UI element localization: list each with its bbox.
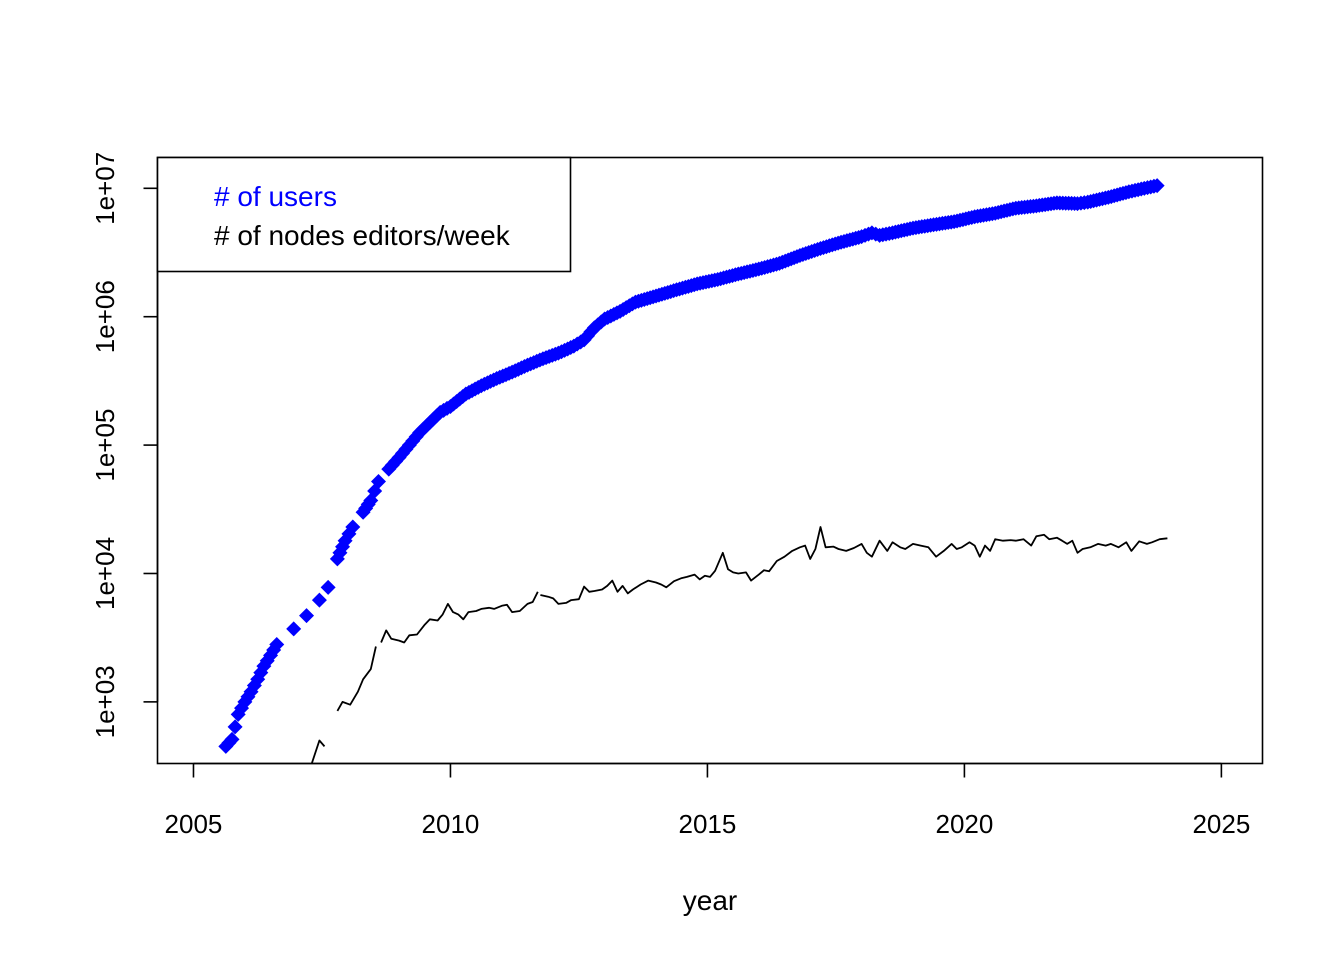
x-tick-label: 2020: [935, 809, 993, 839]
x-tick-label: 2010: [422, 809, 480, 839]
series-layer: [218, 178, 1168, 764]
user-point: [227, 719, 243, 735]
editors-line: [540, 526, 1168, 605]
editors-line: [336, 646, 377, 712]
user-point: [371, 474, 386, 490]
x-axis-title: year: [683, 885, 737, 916]
y-tick-label: 1e+06: [90, 280, 120, 353]
series-editors: [310, 526, 1168, 764]
legend-label-users: # of users: [214, 181, 337, 212]
user-point: [299, 608, 315, 624]
y-tick-label: 1e+07: [90, 152, 120, 225]
series-users: [218, 178, 1165, 754]
y-tick-label: 1e+03: [90, 665, 120, 738]
x-tick-label: 2005: [165, 809, 223, 839]
user-point: [224, 731, 240, 747]
user-point: [320, 579, 336, 595]
editors-line: [380, 591, 539, 644]
y-tick-label: 1e+04: [90, 537, 120, 610]
x-axis: 2005 2010 2015 2020 2025: [165, 762, 1250, 839]
y-tick-label: 1e+05: [90, 409, 120, 482]
x-tick-label: 2025: [1192, 809, 1250, 839]
editors-line: [310, 739, 326, 764]
legend-box: [156, 156, 572, 273]
user-point: [1149, 178, 1165, 194]
user-point: [286, 621, 302, 637]
y-axis: 1e+03 1e+04 1e+05 1e+06 1e+07: [90, 152, 159, 738]
legend: # of users # of nodes editors/week: [156, 156, 572, 273]
user-point: [269, 636, 285, 652]
user-point: [345, 519, 361, 535]
user-point: [311, 592, 327, 608]
x-tick-label: 2015: [679, 809, 737, 839]
legend-label-editors: # of nodes editors/week: [214, 220, 511, 251]
